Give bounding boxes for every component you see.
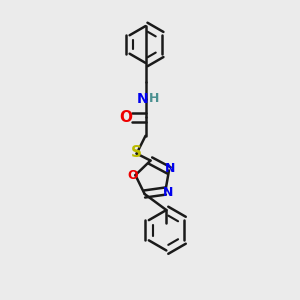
Text: O: O [127, 169, 138, 182]
Text: N: N [163, 186, 173, 199]
Text: O: O [120, 110, 133, 125]
Text: N: N [165, 162, 176, 175]
Text: S: S [131, 146, 142, 160]
Text: N: N [137, 92, 148, 106]
Text: H: H [149, 92, 159, 105]
